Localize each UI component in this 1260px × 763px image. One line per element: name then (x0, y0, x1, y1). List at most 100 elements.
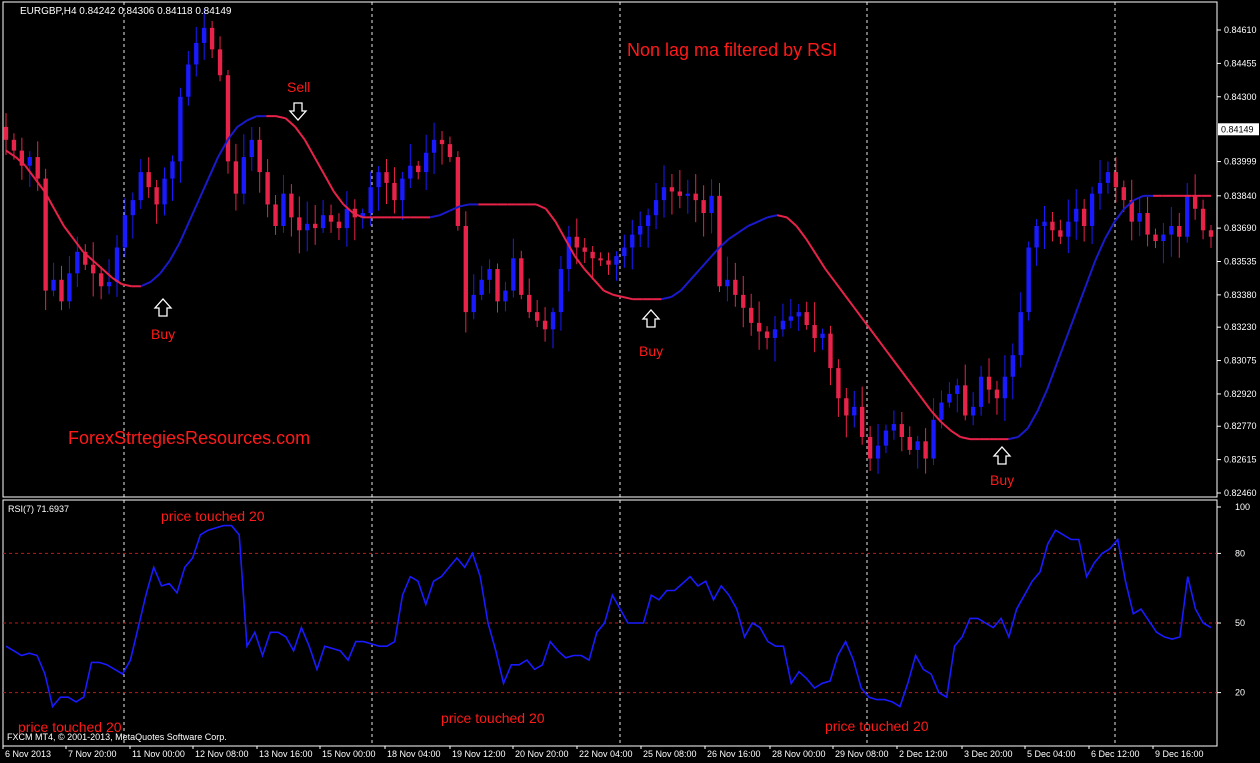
candle-body (3, 126, 9, 140)
candle-body (1074, 208, 1079, 222)
ma-segment (960, 436, 971, 441)
time-tick-label: 2 Dec 12:00 (899, 749, 948, 759)
candle-body (495, 269, 500, 302)
candle-body (455, 157, 461, 226)
ma-segment (757, 216, 768, 223)
time-tick-label: 12 Nov 08:00 (195, 749, 249, 759)
ma-segment (352, 212, 364, 219)
ma-segment (63, 225, 75, 240)
candle-body (1200, 208, 1206, 231)
buy-arrow-icon (992, 446, 1012, 465)
candle-body (27, 157, 32, 166)
ma-segment (680, 279, 692, 292)
main-panel-border (2, 1, 1218, 498)
rsi-line (5, 524, 1212, 709)
candle-body (146, 172, 151, 188)
ma-segment (1113, 208, 1126, 223)
candle-body (511, 258, 516, 291)
candle-body (590, 251, 595, 259)
candle-body (963, 385, 968, 416)
candle-body (503, 290, 508, 302)
time-tick-label: 25 Nov 08:00 (643, 749, 697, 759)
candle-body (154, 187, 159, 205)
candle-body (186, 64, 191, 97)
candle-body (75, 251, 80, 274)
time-tick-label: 28 Nov 00:00 (772, 749, 826, 759)
candle-body (939, 402, 944, 420)
price-tick-label: 0.83690 (1224, 223, 1257, 233)
candle-body (1018, 312, 1023, 356)
candle-body (1145, 213, 1150, 235)
candle-body (828, 333, 833, 369)
ma-segment (767, 214, 778, 219)
candle-body (527, 294, 532, 313)
rsi-tick-label: 80 (1235, 548, 1245, 558)
ma-segment (1084, 260, 1097, 287)
candle-body (289, 193, 294, 218)
ma-segment (554, 221, 566, 240)
ma-segment (429, 214, 441, 219)
ma-segment (1026, 410, 1039, 429)
ma-segment (950, 429, 961, 438)
candle-body (1026, 247, 1031, 313)
ma-segment (1046, 363, 1058, 390)
candle-body (59, 279, 64, 302)
ma-segment (236, 119, 248, 128)
candle-body (1034, 225, 1039, 248)
candle-body (860, 406, 865, 438)
candle-body (241, 157, 247, 194)
candle-body (653, 200, 659, 216)
candle-body (130, 200, 136, 216)
candle-body (820, 333, 825, 338)
candle-body (1010, 355, 1015, 377)
candle-body (1208, 230, 1214, 237)
candle-body (431, 139, 437, 153)
candle-body (487, 269, 492, 280)
candle-body (471, 294, 476, 313)
candle-body (741, 294, 746, 308)
ma-segment (573, 255, 586, 270)
candle-body (1105, 172, 1111, 183)
axes: 0.84610 0.84455 0.84300 0.83999 0.83840 0.836… (2, 25, 1259, 759)
ma-segment (72, 238, 84, 253)
ma-segment (342, 203, 354, 214)
time-tick-label: 29 Nov 08:00 (835, 749, 889, 759)
candle-body (336, 221, 342, 229)
ma-segment (535, 203, 547, 210)
candle-body (281, 193, 286, 226)
candle-body (1137, 213, 1142, 222)
candle-body (1050, 221, 1055, 231)
chart-title: Non lag ma filtered by RSI (627, 40, 837, 60)
candle-body (907, 437, 912, 450)
candle-body (328, 215, 334, 222)
candle-body (955, 385, 960, 394)
ma-segment (911, 384, 923, 399)
candle-body (622, 247, 627, 257)
ma-segment (159, 259, 171, 274)
ma-segment (197, 178, 210, 201)
candle-body (519, 258, 524, 295)
candle-body (867, 437, 873, 459)
candle-body (947, 393, 952, 403)
ma-segment (323, 173, 335, 192)
candle-body (852, 406, 857, 416)
buy-arrow-icon (153, 298, 173, 317)
price-tick-label: 0.82615 (1224, 455, 1257, 465)
candle-body (122, 215, 128, 248)
price-tick-label: 0.83230 (1224, 322, 1257, 332)
candle-body (772, 329, 778, 338)
candle-body (162, 178, 167, 205)
rsi-note: price touched 20 (825, 718, 929, 734)
grid-lines (3, 2, 1217, 746)
price-tick-label: 0.84610 (1224, 25, 1257, 35)
ma-segment (1065, 311, 1077, 339)
candle-body (194, 42, 199, 65)
ma-segment (1104, 221, 1116, 240)
candle-body (463, 225, 468, 313)
price-tick-label: 0.84300 (1224, 92, 1257, 102)
candle-body (550, 312, 556, 330)
time-tick-label: 22 Nov 04:00 (579, 749, 633, 759)
ma-segment (843, 294, 856, 309)
ma-segment (882, 345, 894, 361)
candle-body (416, 165, 421, 173)
